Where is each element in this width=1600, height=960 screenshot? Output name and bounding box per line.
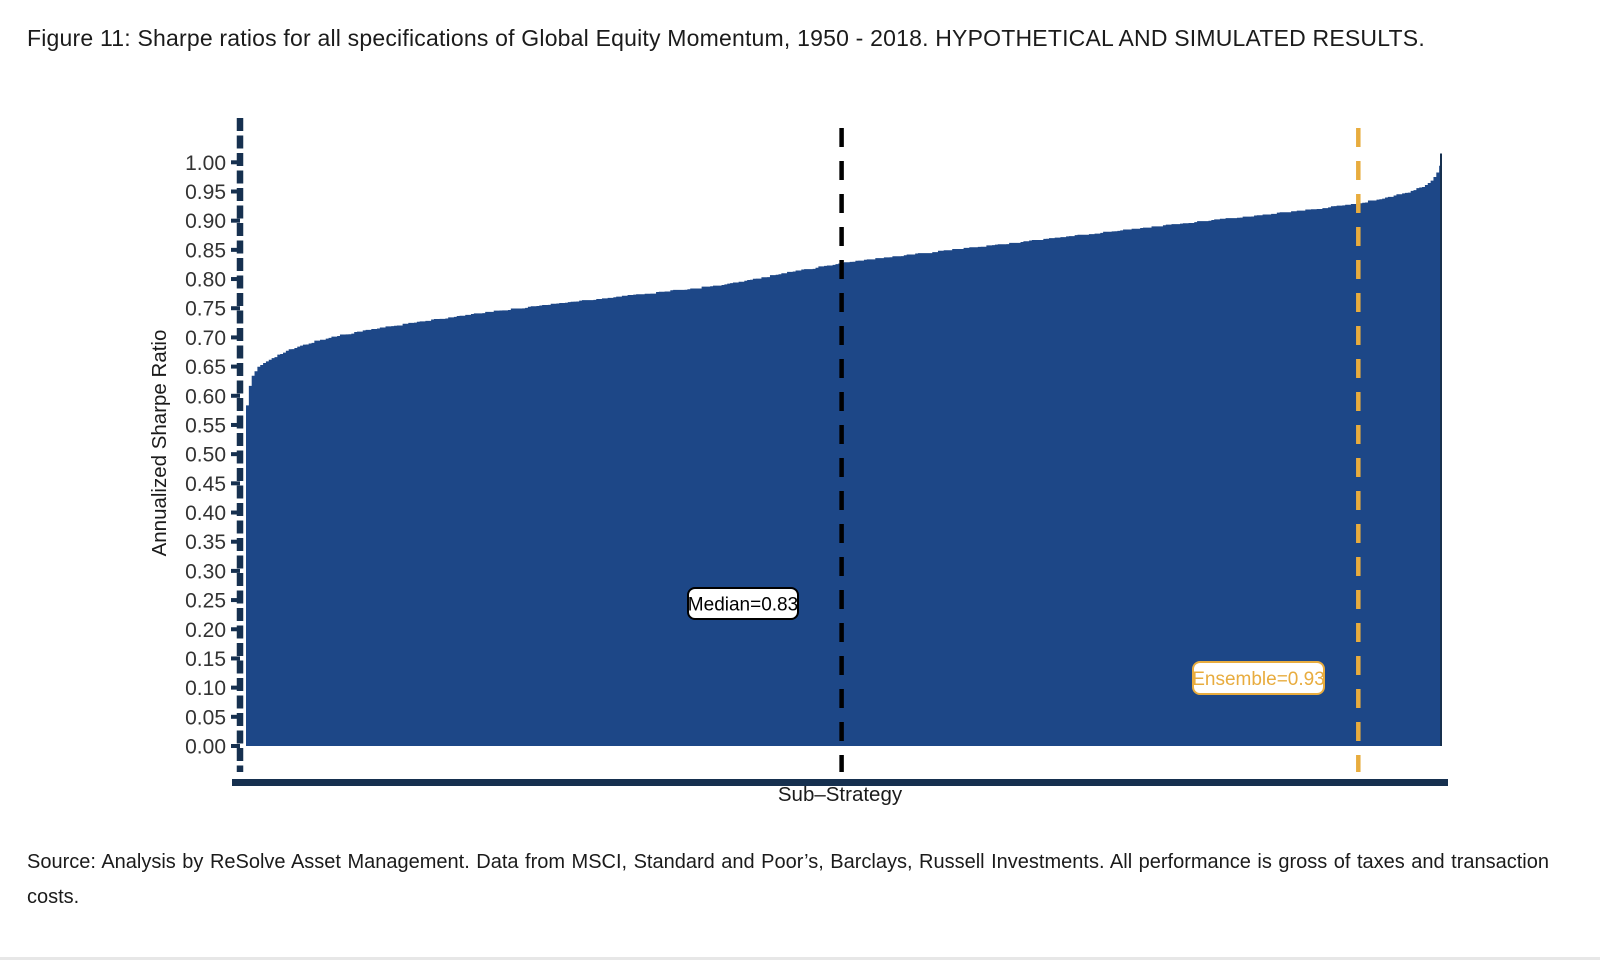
y-tick-label: 0.90	[185, 210, 226, 233]
ensemble-label-box	[1192, 661, 1325, 695]
ensemble-label: Ensemble=0.93	[1192, 669, 1325, 690]
y-tick-label: 0.25	[185, 590, 226, 613]
y-tick-label: 0.40	[185, 502, 226, 525]
y-tick-label: 0.30	[185, 560, 226, 583]
y-tick-label: 0.05	[185, 706, 226, 729]
median-label: Median=0.83	[688, 595, 798, 616]
y-axis-title: Annualized Sharpe Ratio	[148, 330, 171, 557]
y-tick-label: 0.70	[185, 327, 226, 350]
source-note: Source: Analysis by ReSolve Asset Manage…	[27, 851, 1549, 908]
y-tick-label: 0.95	[185, 181, 226, 204]
y-tick-label: 0.20	[185, 619, 226, 642]
y-tick-label: 0.60	[185, 385, 226, 408]
y-tick-label: 0.65	[185, 356, 226, 379]
median-annotation: Median=0.83	[687, 587, 799, 620]
figure-title: Figure 11: Sharpe ratios for all specifi…	[27, 25, 1425, 51]
window-bottom-edge	[0, 957, 1600, 960]
median-label-box	[687, 587, 799, 620]
y-tick-label: 0.50	[185, 444, 226, 467]
y-tick-label: 0.45	[185, 473, 226, 496]
x-axis-title: Sub–Strategy	[778, 783, 903, 806]
ensemble-annotation: Ensemble=0.93	[1192, 661, 1325, 695]
y-tick-label: 0.75	[185, 298, 226, 321]
sharpe-ratio-chart: 0.00 0.05 0.10 0.15 0.20 0.25 0.30 0.35 0.40 0.45…	[148, 118, 1448, 806]
y-axis-ticks: 0.00 0.05 0.10 0.15 0.20 0.25 0.30 0.35 0.40 0.45…	[185, 152, 240, 759]
y-tick-label: 0.80	[185, 269, 226, 292]
y-tick-label: 1.00	[185, 152, 226, 175]
y-tick-label: 0.85	[185, 239, 226, 262]
area-series	[246, 153, 1442, 746]
y-tick-label: 0.15	[185, 648, 226, 671]
x-axis-line	[232, 779, 1448, 786]
y-tick-label: 0.00	[185, 736, 226, 759]
y-tick-label: 0.35	[185, 531, 226, 554]
y-tick-label: 0.55	[185, 414, 226, 437]
y-tick-label: 0.10	[185, 677, 226, 700]
